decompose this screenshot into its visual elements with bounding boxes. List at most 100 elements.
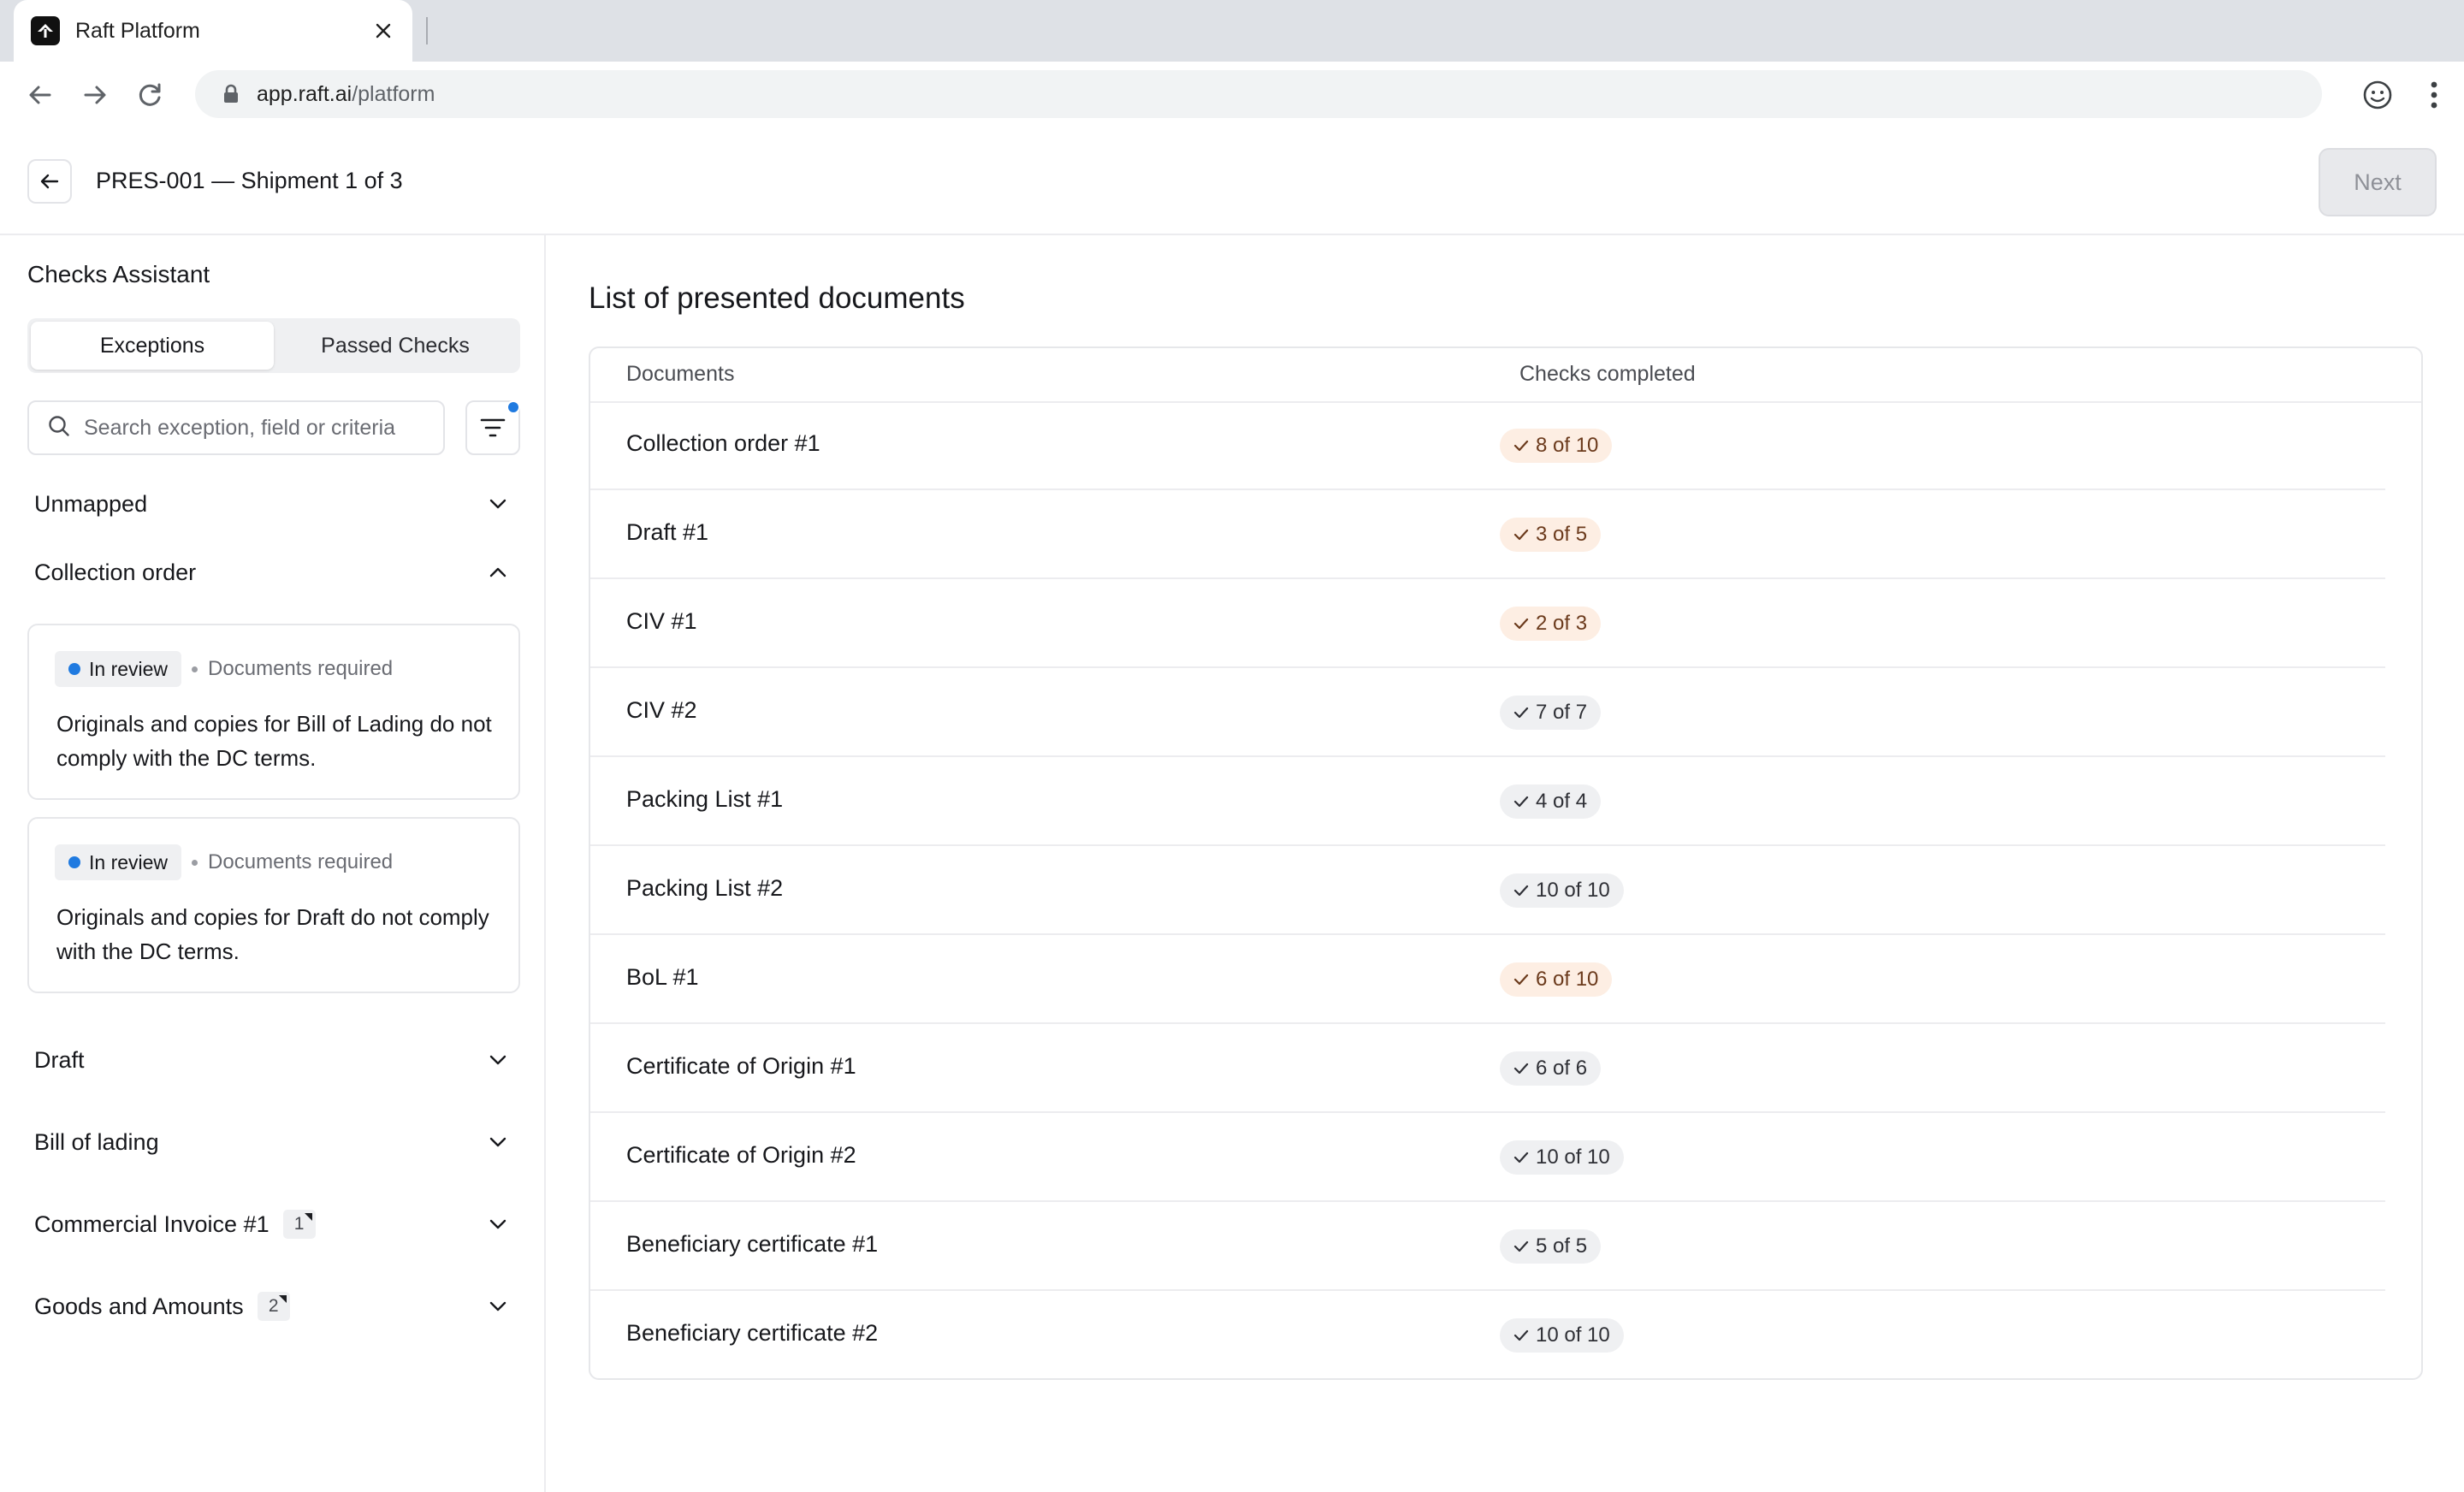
checkmark-icon [1513, 1240, 1529, 1252]
section-bill-of-lading[interactable]: Bill of lading [34, 1123, 510, 1161]
checkmark-icon [1513, 974, 1529, 986]
address-bar[interactable]: app.raft.ai/platform [195, 70, 2322, 118]
table-row[interactable]: Certificate of Origin #1 6 of 6 [590, 1024, 2385, 1113]
checks-completed-badge: 7 of 7 [1500, 696, 1602, 730]
table-row[interactable]: CIV #2 7 of 7 [590, 668, 2385, 757]
checks-completed-badge: 2 of 3 [1500, 607, 1602, 641]
document-name: Draft #1 [626, 519, 709, 545]
section-goods-and-amounts[interactable]: Goods and Amounts 2 [34, 1288, 510, 1325]
checkmark-icon [1513, 618, 1529, 630]
url-host: app.raft.ai [257, 81, 352, 106]
checks-completed-badge: 6 of 10 [1500, 962, 1613, 997]
checkmark-icon [1513, 440, 1529, 452]
checks-completed-badge: 4 of 4 [1500, 784, 1602, 819]
checkmark-icon [1513, 1152, 1529, 1163]
card-category: Documents required [208, 850, 394, 873]
back-button[interactable] [27, 159, 72, 204]
checks-completed-badge: 5 of 5 [1500, 1229, 1602, 1264]
sidebar-title: Checks Assistant [27, 261, 210, 287]
next-button[interactable]: Next [2319, 148, 2437, 216]
card-meta: In review Documents required [55, 844, 393, 880]
section-label: Bill of lading [34, 1128, 159, 1155]
filter-button[interactable] [465, 400, 520, 455]
table-row[interactable]: Beneficiary certificate #2 10 of 10 [590, 1291, 2385, 1380]
table-row[interactable]: Collection order #1 8 of 10 [590, 401, 2385, 490]
arrow-left-icon [40, 174, 59, 189]
table-row[interactable]: CIV #1 2 of 3 [590, 579, 2385, 668]
checks-completed-badge: 8 of 10 [1500, 429, 1613, 463]
back-arrow-icon[interactable] [24, 79, 56, 111]
checks-count: 2 of 3 [1536, 612, 1588, 635]
table-row[interactable]: Beneficiary certificate #1 5 of 5 [590, 1202, 2385, 1291]
chevron-down-icon [486, 1212, 510, 1236]
raft-logo-icon [31, 16, 60, 45]
profile-icon[interactable] [2360, 77, 2396, 113]
tab-divider [426, 17, 428, 44]
checkmark-icon [1513, 1063, 1529, 1075]
tab-exceptions[interactable]: Exceptions [31, 322, 274, 370]
close-tab-icon[interactable] [371, 19, 395, 43]
status-dot-icon [68, 856, 80, 868]
chevron-down-icon [486, 1048, 510, 1072]
section-commercial-invoice[interactable]: Commercial Invoice #1 1 [34, 1205, 510, 1243]
table-row[interactable]: Draft #1 3 of 5 [590, 490, 2385, 579]
section-label: Goods and Amounts [34, 1293, 244, 1319]
chevron-down-icon [486, 1130, 510, 1154]
section-draft[interactable]: Draft [34, 1041, 510, 1079]
document-name: Beneficiary certificate #2 [626, 1320, 879, 1346]
forward-arrow-icon[interactable] [79, 79, 111, 111]
checks-completed-badge: 10 of 10 [1500, 1140, 1624, 1175]
browser-tab[interactable]: Raft Platform [14, 0, 412, 62]
status-dot-icon [68, 663, 80, 675]
search-input[interactable] [82, 414, 428, 441]
document-name: Certificate of Origin #2 [626, 1142, 856, 1168]
app-header: PRES-001 — Shipment 1 of 3 Next [0, 127, 2464, 235]
status-label: In review [89, 657, 169, 680]
tab-passed-checks[interactable]: Passed Checks [321, 333, 470, 358]
meta-separator [192, 666, 198, 672]
status-badge: In review [55, 844, 182, 880]
status-badge: In review [55, 651, 182, 687]
table-row[interactable]: BoL #1 6 of 10 [590, 935, 2385, 1024]
table-row[interactable]: Packing List #2 10 of 10 [590, 846, 2385, 935]
table-row[interactable]: Packing List #1 4 of 4 [590, 757, 2385, 846]
checks-completed-badge: 3 of 5 [1500, 518, 1602, 552]
document-name: Packing List #2 [626, 875, 784, 901]
checks-count: 5 of 5 [1536, 1234, 1588, 1258]
checks-completed-badge: 10 of 10 [1500, 1318, 1624, 1353]
checks-count: 4 of 4 [1536, 790, 1588, 813]
url-path: /platform [352, 81, 435, 106]
search-icon [48, 415, 70, 441]
exception-card[interactable]: In review Documents required Originals a… [27, 624, 520, 800]
chevron-up-icon [486, 560, 510, 584]
browser-toolbar: app.raft.ai/platform [0, 62, 2464, 127]
section-unmapped[interactable]: Unmapped [34, 485, 510, 523]
checks-count: 3 of 5 [1536, 523, 1588, 546]
document-name: CIV #2 [626, 697, 697, 723]
column-header-documents: Documents [626, 362, 735, 386]
card-description: Originals and copies for Bill of Lading … [56, 711, 492, 771]
chevron-down-icon [486, 1294, 510, 1318]
card-description: Originals and copies for Draft do not co… [56, 904, 489, 964]
checkmark-icon [1513, 885, 1529, 897]
document-name: Packing List #1 [626, 786, 784, 812]
reload-icon[interactable] [134, 79, 167, 111]
column-header-checks: Checks completed [1519, 362, 1696, 386]
checks-count: 8 of 10 [1536, 434, 1599, 457]
card-category: Documents required [208, 657, 394, 680]
exception-card[interactable]: In review Documents required Originals a… [27, 817, 520, 993]
checks-completed-badge: 10 of 10 [1500, 873, 1624, 908]
section-label: Draft [34, 1046, 85, 1073]
checks-tabs: Exceptions Passed Checks [27, 318, 520, 373]
section-count-badge: 2 [257, 1292, 290, 1321]
table-row[interactable]: Certificate of Origin #2 10 of 10 [590, 1113, 2385, 1202]
checks-count: 6 of 6 [1536, 1057, 1588, 1080]
section-label: Commercial Invoice #1 [34, 1211, 270, 1237]
section-count-badge: 1 [282, 1210, 316, 1239]
chevron-down-icon [486, 492, 510, 516]
section-label: Unmapped [34, 490, 148, 517]
section-collection-order[interactable]: Collection order [34, 554, 510, 591]
checks-count: 7 of 7 [1536, 701, 1588, 724]
more-menu-icon[interactable] [2416, 77, 2452, 113]
filter-active-dot [506, 400, 520, 414]
